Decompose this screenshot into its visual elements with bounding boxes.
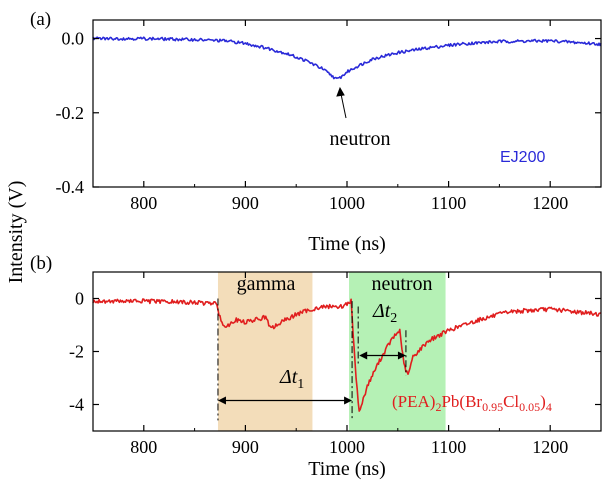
region-neutron — [349, 272, 446, 431]
marker-arrow-head-right — [344, 396, 353, 405]
x-tick-label: 1200 — [532, 437, 568, 457]
panel-b-regions — [217, 272, 446, 431]
x-tick-label: 1200 — [532, 193, 568, 213]
dt1-label-main: Δt — [279, 366, 298, 388]
x-tick-label: 800 — [130, 437, 157, 457]
panel-b-lines — [92, 298, 602, 412]
y-tick-label: 0.0 — [62, 29, 85, 49]
y-tick-label: 0 — [75, 289, 84, 309]
panel-b: 800 900 1000 1100 1200 0 -2 -4 (b) Time (ns) ga… — [30, 253, 602, 480]
series-line-a — [92, 36, 602, 80]
dt2-label-main: Δt — [372, 300, 391, 322]
panel-b-markers — [217, 298, 407, 421]
panel-a-legend-label: EJ200 — [500, 149, 545, 166]
legend-part-7: 4 — [546, 400, 552, 414]
neutron-arrow-head — [336, 86, 345, 97]
legend-part-6: ) — [540, 392, 546, 411]
panel-b-legend-label: (PEA)2Pb(Br0.95Cl0.05)4 — [392, 392, 552, 414]
panel-a-label: (a) — [30, 9, 51, 30]
region-gamma — [217, 272, 313, 431]
neutron-arrow — [336, 86, 347, 119]
x-tick-label: 900 — [232, 193, 259, 213]
series-line-b — [92, 298, 602, 412]
x-tick-label: 1000 — [329, 437, 365, 457]
y-tick-label: -2 — [69, 342, 84, 362]
marker-arrow-head-left — [359, 351, 368, 360]
x-tick-label: 900 — [232, 437, 259, 457]
legend-part-0: (PEA) — [392, 392, 435, 411]
panel-a-lines — [92, 36, 602, 80]
region-label-neutron: neutron — [371, 273, 432, 295]
panel-a-neutron-annotation: neutron — [329, 128, 390, 150]
x-tick-label: 1000 — [329, 193, 365, 213]
legend-part-3: 0.95 — [482, 400, 503, 414]
panel-a: 800 900 1000 1100 1200 0.0 -0.2 -0.4 (a) Time (… — [30, 9, 602, 255]
neutron-arrow-shaft — [340, 93, 347, 119]
dt2-label-sub: 2 — [390, 311, 397, 326]
x-tick-label: 1100 — [431, 437, 466, 457]
legend-part-4: Cl — [503, 392, 519, 411]
panel-a-ticks: 800 900 1000 1100 1200 0.0 -0.2 -0.4 — [56, 20, 602, 213]
panel-b-ticks: 800 900 1000 1100 1200 0 -2 -4 — [69, 272, 602, 457]
x-tick-label: 800 — [130, 193, 157, 213]
dt1-label: Δt1 — [279, 366, 304, 392]
y-tick-label: -0.2 — [56, 103, 85, 123]
dt1-label-sub: 1 — [297, 377, 304, 392]
legend-part-1: 2 — [435, 400, 441, 414]
region-label-gamma: gamma — [237, 273, 296, 295]
marker-arrow-head-right — [397, 351, 406, 360]
legend-part-2: Pb(Br — [441, 392, 482, 411]
panel-b-label: (b) — [30, 253, 52, 274]
y-tick-label: -4 — [69, 395, 84, 415]
y-axis-label: Intensity (V) — [5, 181, 27, 284]
panel-b-xlabel: Time (ns) — [308, 458, 386, 480]
dt2-label: Δt2 — [372, 300, 397, 326]
marker-arrow-head-left — [217, 396, 226, 405]
panel-a-xlabel: Time (ns) — [308, 233, 386, 255]
x-tick-label: 1100 — [431, 193, 466, 213]
y-tick-label: -0.4 — [56, 177, 85, 197]
legend-part-5: 0.05 — [519, 400, 540, 414]
